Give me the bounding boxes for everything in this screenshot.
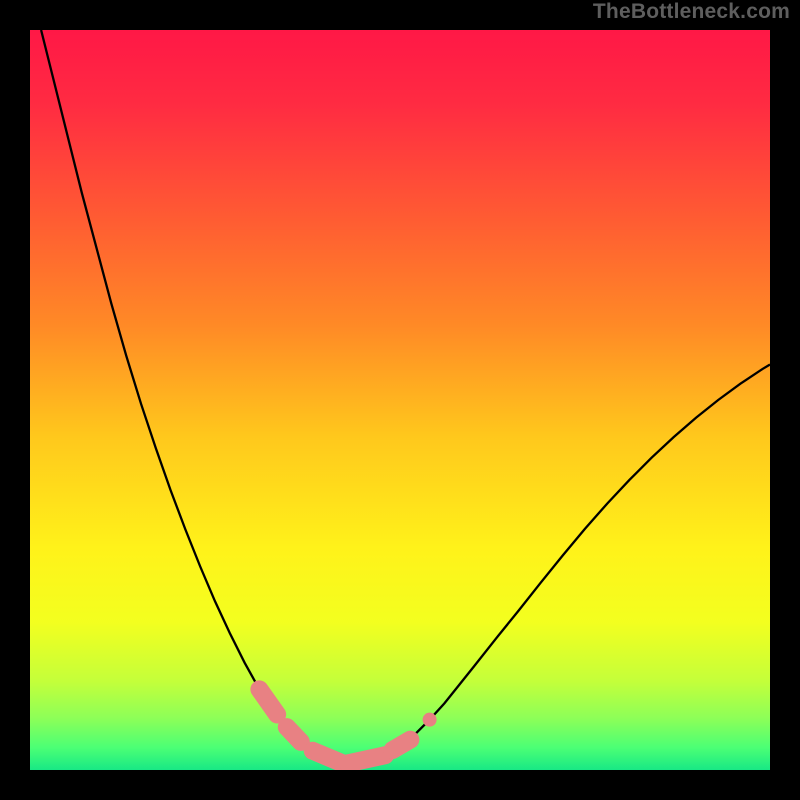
marker-capsule	[348, 755, 385, 763]
marker-capsule	[393, 740, 411, 750]
chart-canvas: { "meta": { "watermark_text": "TheBottle…	[0, 0, 800, 800]
marker-capsule	[313, 751, 341, 763]
bottleneck-chart-svg	[0, 0, 800, 800]
marker-capsule	[287, 727, 301, 742]
marker-dot	[423, 713, 437, 727]
watermark-label: TheBottleneck.com	[593, 0, 790, 24]
